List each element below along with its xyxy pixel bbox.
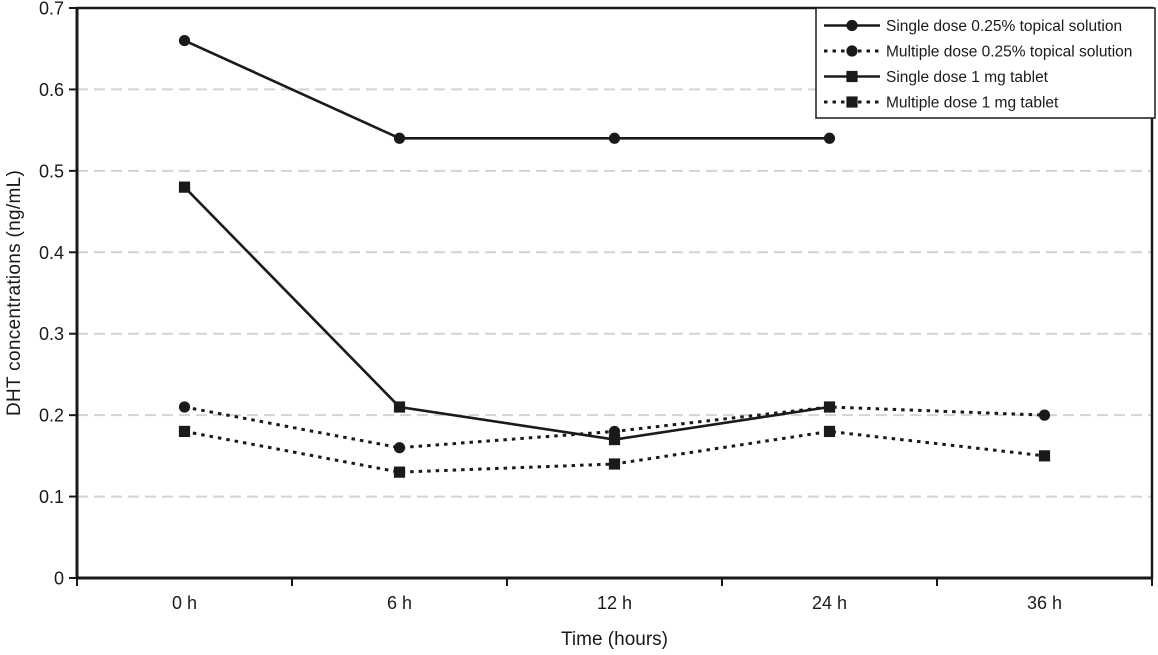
data-point-marker-square: [823, 425, 836, 438]
series-line: [183, 39, 830, 140]
legend-item: Single dose 1 mg tablet: [824, 69, 1049, 86]
legend-label: Multiple dose 0.25% topical solution: [886, 44, 1132, 61]
data-point-marker-square: [823, 401, 836, 413]
data-point-marker-circle: [608, 132, 621, 144]
legend-label: Single dose 1 mg tablet: [886, 69, 1049, 86]
legend-item: Single dose 0.25% topical solution: [824, 18, 1122, 35]
x-tick-label: 0 h: [172, 593, 197, 613]
data-point-marker-square: [393, 466, 406, 478]
legend: Single dose 0.25% topical solution Multip…: [815, 7, 1156, 119]
y-tick-label: 0.4: [39, 243, 64, 263]
data-point-marker-circle: [823, 132, 836, 144]
data-point-marker-square: [393, 401, 406, 413]
data-point-marker-circle: [1038, 409, 1051, 421]
legend-label: Multiple dose 1 mg tablet: [886, 95, 1059, 112]
x-tick-label: 6 h: [387, 593, 412, 613]
x-tick-label: 24 h: [812, 593, 847, 613]
data-point-marker-square: [178, 425, 191, 438]
series-multiple-dose-0-25-topical-solution: [178, 401, 1051, 454]
y-axis-title: DHT concentrations (ng/mL): [4, 169, 25, 417]
legend-item: Multiple dose 0.25% topical solution: [824, 44, 1132, 61]
data-point-marker-square: [846, 70, 858, 83]
data-point-marker-circle: [178, 401, 191, 413]
x-tick-label: 36 h: [1027, 593, 1062, 613]
y-tick-label: 0: [54, 569, 64, 589]
series-single-dose-0-25-topical-solution: [178, 34, 836, 144]
data-point-marker-circle: [846, 45, 858, 57]
data-point-marker-square: [1038, 450, 1051, 462]
data-point-marker-square: [846, 96, 858, 108]
data-point-marker-circle: [393, 442, 406, 454]
y-tick-label: 0.1: [39, 487, 64, 507]
y-tick-label: 0.5: [39, 161, 64, 181]
data-point-marker-circle: [178, 34, 191, 47]
y-tick-label: 0.2: [39, 406, 64, 426]
series-line: [183, 186, 830, 441]
x-tick-label: 12 h: [597, 593, 632, 613]
series-multiple-dose-1-mg-tablet: [178, 425, 1051, 478]
x-axis-title: Time (hours): [561, 629, 668, 650]
y-tick-label: 0.7: [39, 0, 64, 19]
series-single-dose-1-mg-tablet: [178, 181, 836, 446]
data-point-marker-circle: [393, 132, 406, 144]
data-point-marker-square: [608, 433, 621, 446]
y-tick-label: 0.3: [39, 324, 64, 344]
y-tick-label: 0.6: [39, 80, 64, 100]
data-point-marker-circle: [846, 19, 858, 32]
data-point-marker-square: [178, 181, 191, 193]
legend-label: Single dose 0.25% topical solution: [886, 18, 1122, 35]
data-point-marker-square: [608, 458, 621, 470]
legend-item: Multiple dose 1 mg tablet: [824, 95, 1059, 112]
